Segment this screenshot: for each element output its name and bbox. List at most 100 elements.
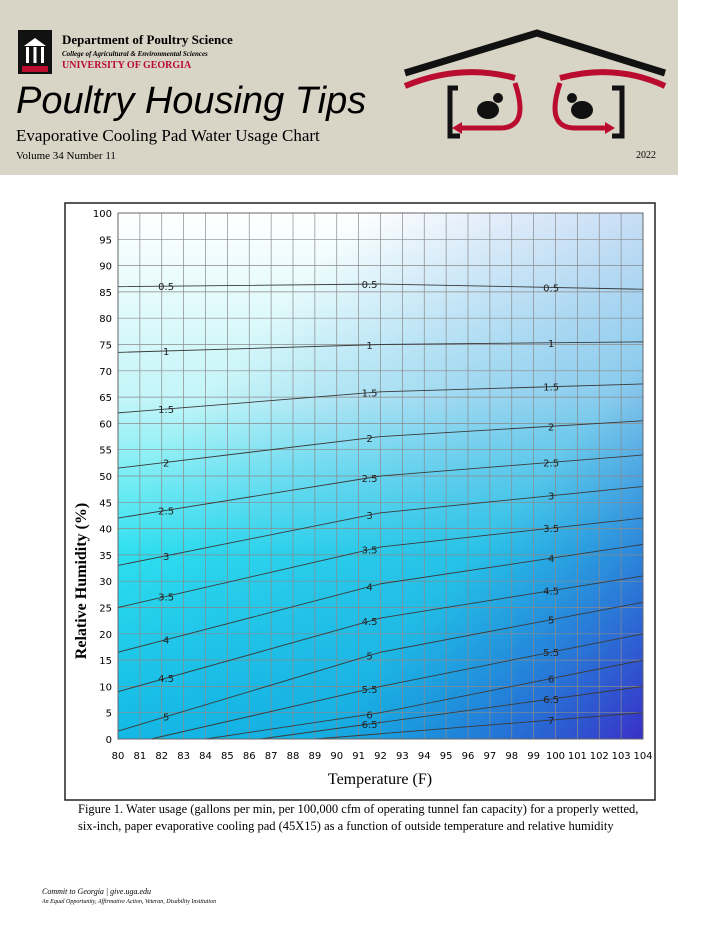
x-tick-label: 91 xyxy=(352,751,365,762)
x-tick-label: 84 xyxy=(199,751,212,762)
y-tick-label: 10 xyxy=(99,682,112,693)
contour-label: 5 xyxy=(548,616,554,627)
x-tick-label: 104 xyxy=(633,751,652,762)
x-tick-label: 99 xyxy=(527,751,540,762)
x-tick-label: 101 xyxy=(568,751,587,762)
contour-line xyxy=(117,283,644,290)
x-tick-label: 81 xyxy=(134,751,147,762)
y-tick-label: 90 xyxy=(99,262,112,273)
contour-label: 4.5 xyxy=(362,617,378,628)
contour-label: 4 xyxy=(163,636,169,647)
chart: Temperature (F) Relative Humidity (%) 0 5… xyxy=(64,202,656,801)
x-tick-label: 98 xyxy=(505,751,518,762)
logo xyxy=(18,30,52,74)
x-tick-label: 96 xyxy=(462,751,475,762)
x-tick-label: 82 xyxy=(155,751,168,762)
contour-line xyxy=(117,517,644,608)
contour-label: 1.5 xyxy=(158,405,174,416)
y-tick-label: 60 xyxy=(99,419,112,430)
contour-line xyxy=(117,420,644,469)
x-tick-label: 88 xyxy=(287,751,300,762)
contour-label: 5.5 xyxy=(362,685,378,696)
y-tick-label: 25 xyxy=(99,604,112,615)
y-tick-label: 75 xyxy=(99,341,112,352)
y-tick-label: 55 xyxy=(99,446,112,457)
x-tick-label: 86 xyxy=(243,751,256,762)
x-tick-label: 97 xyxy=(484,751,497,762)
y-tick-label: 30 xyxy=(99,577,112,588)
year: 2022 xyxy=(636,150,656,161)
x-tick-label: 100 xyxy=(546,751,565,762)
y-tick-label: 5 xyxy=(106,709,112,720)
contour-label: 3 xyxy=(366,511,372,522)
contour-label: 5 xyxy=(163,713,169,724)
y-tick-label: 20 xyxy=(99,630,112,641)
contour-line xyxy=(150,633,644,740)
contour-line xyxy=(205,659,644,740)
contour-label: 6 xyxy=(548,675,554,686)
x-tick-label: 89 xyxy=(309,751,322,762)
contour-label: 2 xyxy=(548,422,554,433)
x-tick-label: 92 xyxy=(374,751,387,762)
y-tick-label: 70 xyxy=(99,367,112,378)
contour-label: 0.5 xyxy=(362,280,378,291)
contour-line xyxy=(314,712,644,740)
y-tick-label: 80 xyxy=(99,314,112,325)
contour-label: 3.5 xyxy=(158,592,174,603)
contour-label: 0.5 xyxy=(158,282,174,293)
contour-label: 2 xyxy=(366,434,372,445)
y-tick-label: 35 xyxy=(99,551,112,562)
x-tick-label: 83 xyxy=(177,751,190,762)
contour-label: 2.5 xyxy=(543,458,559,469)
y-tick-label: 0 xyxy=(106,735,112,746)
contour-label: 2 xyxy=(163,458,169,469)
x-tick-label: 85 xyxy=(221,751,234,762)
contour-label: 1 xyxy=(548,339,554,350)
contour-label: 6.5 xyxy=(362,720,378,731)
issue: Volume 34 Number 11 xyxy=(16,150,116,162)
contour-line xyxy=(117,575,644,693)
x-tick-label: 102 xyxy=(590,751,609,762)
contour-line xyxy=(117,601,644,732)
subtitle: Evaporative Cooling Pad Water Usage Char… xyxy=(16,126,320,145)
contour-label: 3.5 xyxy=(362,546,378,557)
contour-label: 3 xyxy=(548,492,554,503)
contour-label: 2.5 xyxy=(362,474,378,485)
contour-label: 5.5 xyxy=(543,648,559,659)
y-tick-label: 100 xyxy=(93,209,112,220)
contour-label: 0.5 xyxy=(543,283,559,294)
contour-label: 1.5 xyxy=(362,389,378,400)
college: College of Agricultural & Environmental … xyxy=(62,50,208,58)
x-tick-label: 103 xyxy=(612,751,631,762)
contour-line xyxy=(260,685,644,740)
y-tick-label: 40 xyxy=(99,525,112,536)
contour-label: 6 xyxy=(366,710,372,721)
contour-label: 1 xyxy=(163,347,169,358)
contour-label: 1 xyxy=(366,341,372,352)
contour-label: 3.5 xyxy=(543,524,559,535)
y-tick-label: 95 xyxy=(99,235,112,246)
contour-label: 6.5 xyxy=(543,695,559,706)
x-tick-label: 93 xyxy=(396,751,409,762)
caption: Figure 1. Water usage (gallons per min, … xyxy=(78,802,639,833)
house-icon xyxy=(403,29,667,139)
contour-label: 2.5 xyxy=(158,506,174,517)
y-tick-label: 65 xyxy=(99,393,112,404)
contour-label: 3 xyxy=(163,552,169,563)
y-tick-label: 15 xyxy=(99,656,112,667)
contour-line xyxy=(117,454,644,519)
y-tick-label: 50 xyxy=(99,472,112,483)
header: Department of Poultry Science College of… xyxy=(0,0,678,175)
contour-label: 1.5 xyxy=(543,383,559,394)
contour-label: 4.5 xyxy=(158,674,174,685)
x-tick-label: 95 xyxy=(440,751,453,762)
contour-line xyxy=(117,341,644,353)
contour-label: 5 xyxy=(366,651,372,662)
footer-line1: Commit to Georgia | give.uga.edu xyxy=(42,887,151,896)
department: Department of Poultry Science xyxy=(62,32,233,47)
university: UNIVERSITY OF GEORGIA xyxy=(62,60,192,71)
x-tick-label: 94 xyxy=(418,751,431,762)
plot-frame xyxy=(117,212,644,740)
contour-label: 4 xyxy=(366,583,372,594)
